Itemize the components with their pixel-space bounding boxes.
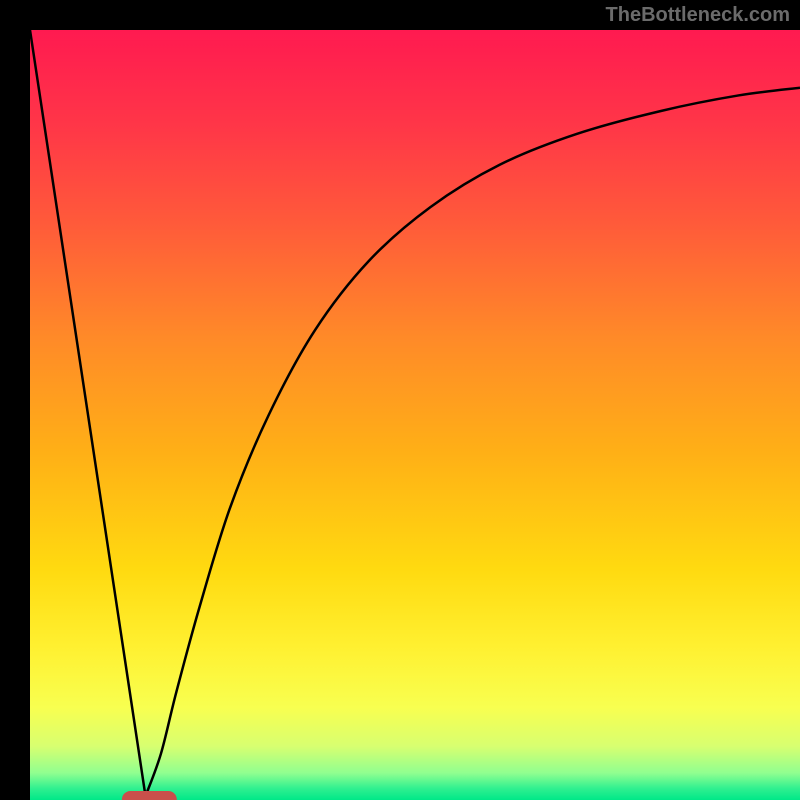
optimal-marker	[122, 792, 176, 800]
watermark-label: TheBottleneck.com	[606, 4, 790, 27]
chart-background	[30, 30, 800, 800]
bottleneck-chart: TheBottleneck.com	[0, 0, 800, 800]
chart-svg	[0, 0, 800, 800]
